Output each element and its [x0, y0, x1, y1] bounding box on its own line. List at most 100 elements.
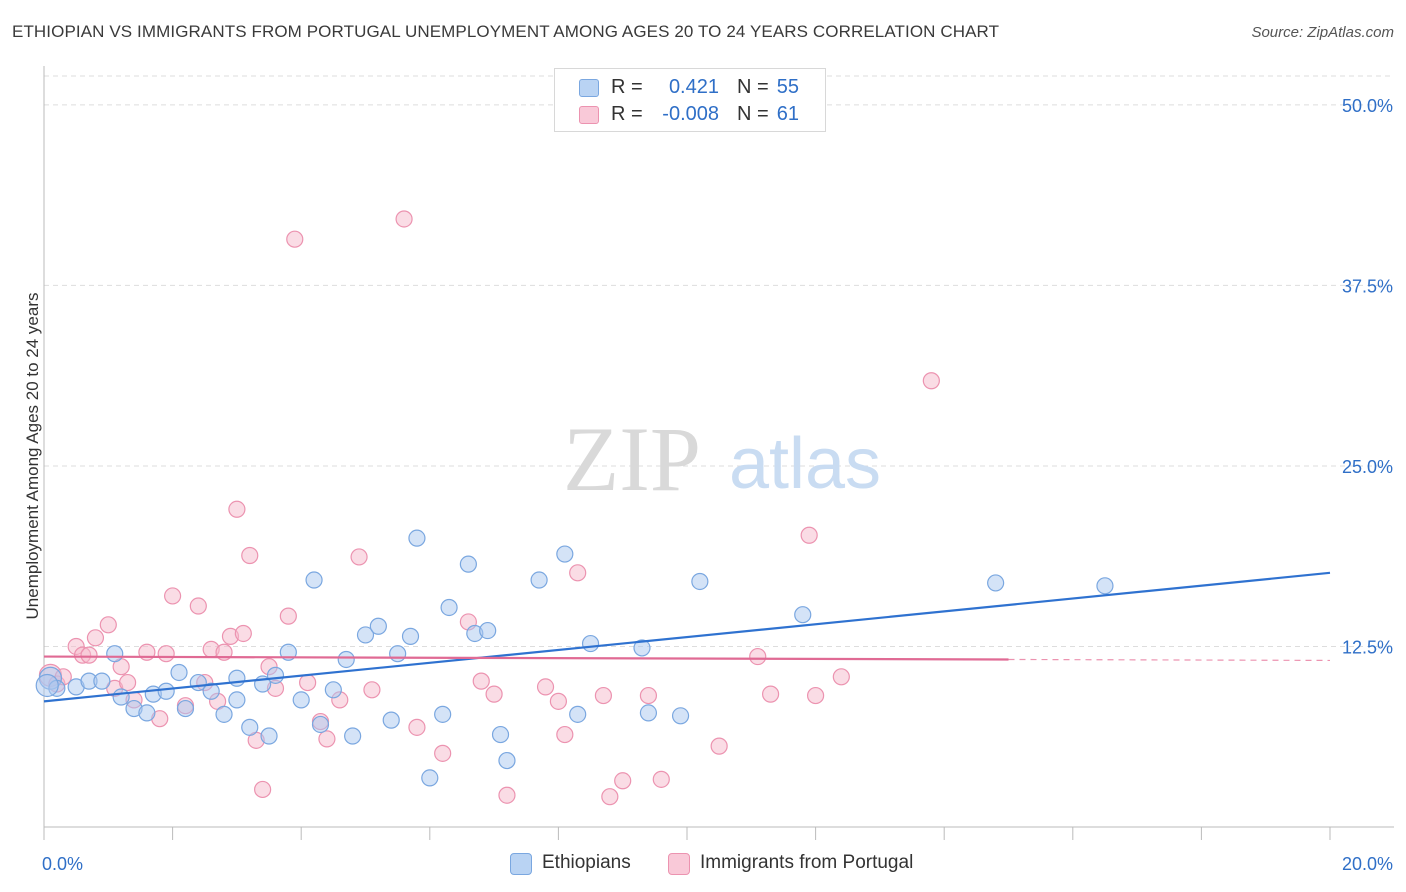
portugal-point-31 — [286, 230, 304, 248]
x-tick-label-0: 0.0% — [42, 854, 83, 874]
ethiopians-point-29 — [356, 626, 375, 644]
portugal-point-55 — [749, 647, 767, 666]
portugal-point-49 — [594, 686, 613, 705]
portugal-point-39 — [408, 718, 426, 736]
portugal-point-50 — [601, 788, 619, 806]
ethiopians-point-28 — [344, 727, 362, 745]
ethiopians-point-17 — [228, 691, 246, 709]
ethiopians-point-5 — [106, 645, 124, 663]
ethiopians-point-4 — [93, 672, 111, 690]
portugal-point-27 — [254, 780, 272, 799]
watermark-atlas: atlas — [729, 424, 881, 504]
r-value: 0.421 — [668, 76, 719, 98]
portugal-point-25 — [241, 546, 259, 565]
portugal-point-58 — [806, 686, 825, 705]
trend-lines — [43, 571, 1331, 703]
ethiopians-point-42 — [498, 751, 516, 770]
source-label: Source: ZipAtlas.com — [1251, 24, 1394, 41]
x-tick-label-1: 20.0% — [1342, 854, 1393, 874]
ethiopians-point-46 — [581, 634, 600, 653]
portugal-point-48 — [569, 564, 587, 582]
ethiopians-point-49 — [671, 707, 690, 725]
stats-row-portugal: R = -0.008 N = 61 — [555, 100, 825, 128]
portugal-point-60 — [922, 372, 940, 390]
portugal-point-51 — [614, 772, 632, 790]
n-label: N = — [737, 103, 769, 125]
portugal-point-36 — [350, 548, 368, 566]
portugal-point-6 — [86, 629, 105, 647]
ethiopians-point-36 — [434, 705, 452, 723]
portugal-point-59 — [832, 668, 850, 686]
r-value: -0.008 — [662, 103, 719, 125]
portugal-point-56 — [761, 685, 780, 703]
ethiopians-point-44 — [556, 545, 574, 563]
y-tick-label-3: 50.0% — [1342, 96, 1393, 116]
stats-legend: R = 0.421 N = 55 R = -0.008 N = 61 — [554, 68, 826, 132]
ethiopians-point-43 — [530, 571, 548, 589]
portugal-point-17 — [189, 597, 207, 615]
ethiopians-trend-line — [43, 571, 1331, 703]
portugal-point-15 — [164, 587, 182, 605]
ethiopians-point-34 — [408, 529, 426, 547]
ethiopians-point-27 — [337, 650, 355, 669]
ethiopians-point-47 — [633, 639, 651, 657]
ethiopians-point-14 — [202, 682, 220, 700]
ethiopians-point-12 — [176, 699, 195, 718]
ethiopians-point-35 — [421, 769, 439, 787]
portugal-trend-extension — [1008, 658, 1331, 662]
portugal-point-47 — [556, 725, 574, 744]
ethiopians-point-38 — [459, 555, 477, 573]
portugal-point-46 — [549, 692, 568, 710]
portugal-point-24 — [234, 624, 252, 643]
n-value: 61 — [776, 103, 799, 125]
r-label: R = — [611, 76, 643, 98]
y-tick-label-0: 12.5% — [1342, 637, 1393, 657]
ethiopians-point-30 — [369, 617, 387, 635]
ethiopians-swatch — [579, 79, 599, 97]
legend-ethiopians-swatch — [510, 853, 532, 875]
ethiopians-point-48 — [639, 704, 658, 722]
watermark-zip: ZIP — [563, 408, 701, 510]
legend-portugal-swatch — [668, 853, 690, 875]
portugal-trend-line — [43, 655, 1009, 661]
n-label: N = — [737, 76, 769, 98]
ethiopians-point-32 — [389, 645, 407, 663]
watermark: ZIP atlas — [563, 408, 881, 510]
ethiopians-point-52 — [987, 574, 1005, 592]
portugal-point-37 — [363, 681, 381, 699]
series-portugal-points — [38, 210, 940, 806]
legend-portugal-label: Immigrants from Portugal — [700, 852, 914, 873]
portugal-point-14 — [157, 645, 175, 663]
series-ethiopians-points — [35, 529, 1114, 787]
ethiopians-point-41 — [491, 725, 510, 744]
portugal-point-53 — [652, 770, 670, 788]
ethiopians-point-50 — [691, 572, 709, 591]
chart-title: ETHIOPIAN VS IMMIGRANTS FROM PORTUGAL UN… — [12, 22, 1000, 41]
portugal-point-10 — [118, 673, 137, 692]
portugal-point-5 — [80, 646, 98, 664]
axes — [43, 66, 1394, 840]
portugal-swatch — [579, 106, 599, 124]
ethiopians-point-51 — [794, 606, 812, 624]
ethiopians-point-15 — [215, 705, 233, 723]
ethiopians-point-6 — [112, 688, 130, 706]
portugal-point-52 — [639, 686, 658, 705]
ethiopians-point-18 — [241, 718, 259, 736]
y-tick-label-1: 25.0% — [1342, 457, 1393, 477]
portugal-point-54 — [710, 737, 728, 755]
ethiopians-point-8 — [138, 704, 156, 722]
ethiopians-point-40 — [479, 621, 497, 640]
portugal-point-38 — [395, 210, 413, 228]
portugal-point-40 — [434, 744, 452, 762]
portugal-point-44 — [498, 786, 516, 804]
portugal-point-30 — [279, 607, 297, 625]
ethiopians-point-31 — [382, 711, 400, 729]
legend-ethiopians-label: Ethiopians — [542, 852, 631, 873]
ethiopians-point-53 — [1096, 577, 1114, 595]
ethiopians-point-21 — [266, 666, 285, 684]
portugal-point-23 — [228, 500, 246, 518]
portugal-point-34 — [318, 730, 336, 748]
ethiopians-point-37 — [440, 598, 458, 617]
ethiopians-point-11 — [170, 663, 188, 682]
